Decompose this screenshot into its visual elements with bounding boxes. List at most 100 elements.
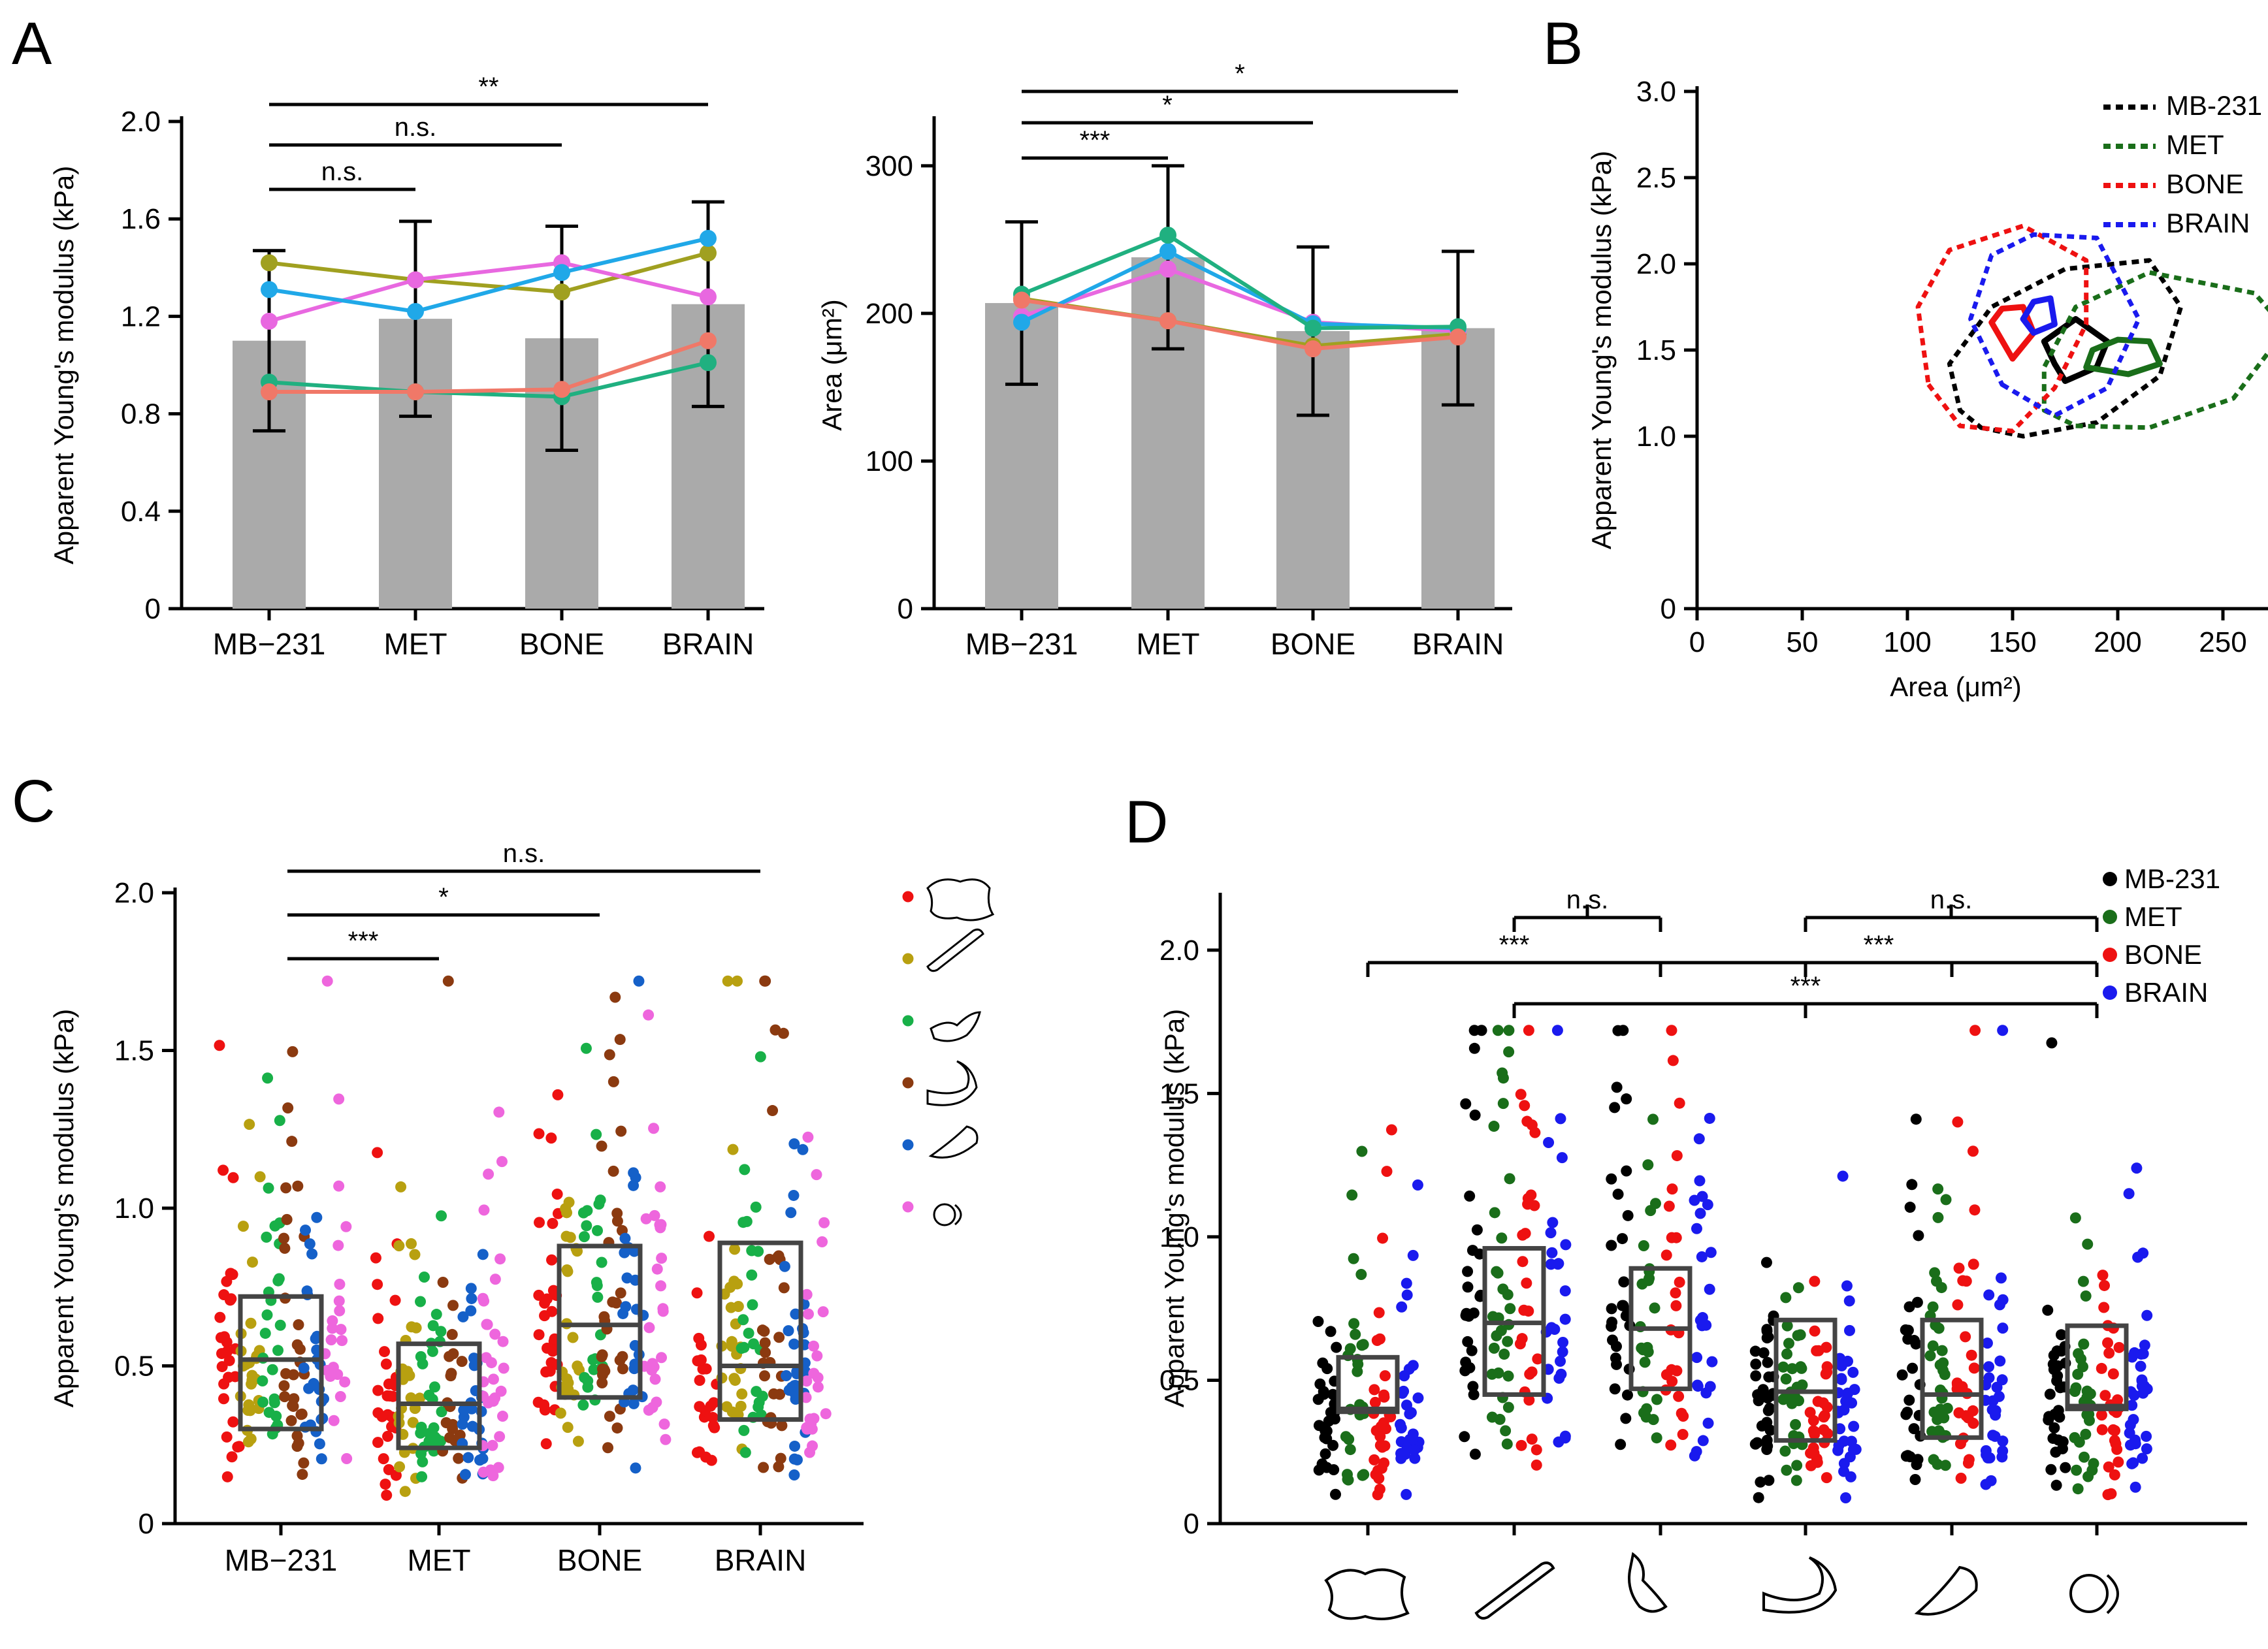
- D-point: [1378, 1417, 1389, 1429]
- C-point: [758, 1462, 770, 1473]
- C-point: [658, 1418, 670, 1430]
- D-point: [1674, 1097, 1685, 1109]
- C-point: [468, 1360, 480, 1371]
- D-point: [1316, 1458, 1328, 1470]
- D-point: [1467, 1381, 1479, 1392]
- A1-series-point-salmon: [261, 383, 278, 401]
- D-point: [1783, 1337, 1794, 1349]
- D-point: [1606, 1173, 1617, 1185]
- D-point: [1926, 1426, 1938, 1437]
- C-point: [418, 1271, 430, 1283]
- C-point: [561, 1264, 573, 1275]
- C-point: [304, 1238, 316, 1250]
- D-point: [1638, 1240, 1649, 1252]
- C-point: [621, 1272, 633, 1284]
- A1-x-tick-label: MB−231: [213, 627, 326, 661]
- D-point: [1461, 1307, 1472, 1319]
- C-shape-legend-dot: [902, 953, 914, 965]
- D-point: [1761, 1325, 1773, 1337]
- C-point: [379, 1346, 391, 1358]
- C-point: [381, 1390, 393, 1401]
- C-point: [617, 1363, 628, 1375]
- A2-series-line-salmon: [1021, 298, 1459, 351]
- C-point: [732, 1278, 743, 1290]
- C-point: [615, 1287, 626, 1299]
- D-point: [1497, 1098, 1509, 1110]
- C-point: [643, 1322, 655, 1334]
- C-point: [657, 1305, 669, 1317]
- C-point: [783, 1325, 794, 1337]
- D-point: [1621, 1165, 1632, 1177]
- C-point: [287, 1046, 299, 1057]
- C-point: [298, 1362, 310, 1374]
- D-y-tick-label: 1.0: [1159, 1221, 1199, 1253]
- A1-significance-label: n.s.: [395, 113, 436, 142]
- A1-series-line-salmon: [269, 338, 709, 394]
- D-point: [1809, 1275, 1821, 1287]
- D-point: [1841, 1394, 1853, 1405]
- C-point: [444, 1432, 456, 1443]
- B-y-axis-label: Apparent Young's modulus (kPa): [1586, 151, 1617, 549]
- D-point: [2113, 1456, 2124, 1468]
- D-point: [1515, 1089, 1527, 1100]
- D-point: [1325, 1326, 1336, 1337]
- D-point: [2056, 1443, 2068, 1454]
- D-point: [1911, 1459, 1922, 1471]
- C-point: [221, 1471, 233, 1482]
- C-point: [775, 1452, 786, 1464]
- A1-series-point-olive: [700, 244, 717, 262]
- D-point: [1556, 1152, 1568, 1164]
- D-point: [1503, 1046, 1515, 1058]
- D-point: [1468, 1389, 1480, 1401]
- C-point: [372, 1313, 384, 1324]
- D-point: [1821, 1472, 1832, 1484]
- C-point: [773, 1332, 785, 1343]
- C-point: [694, 1401, 705, 1413]
- D-point: [2096, 1409, 2107, 1421]
- C-point: [267, 1364, 278, 1375]
- D-point: [1617, 1233, 1628, 1245]
- C-point: [278, 1380, 290, 1392]
- A2-x-tick-label: MET: [1136, 627, 1199, 661]
- D-point: [1325, 1407, 1336, 1418]
- D-point: [1755, 1476, 1766, 1488]
- D-point: [1849, 1384, 1860, 1396]
- D-point: [1606, 1303, 1617, 1315]
- D-point: [1647, 1414, 1659, 1426]
- B-contour-outer-met: [2041, 270, 2268, 430]
- D-point: [1983, 1289, 1995, 1301]
- C-point: [487, 1373, 499, 1385]
- D-point: [2043, 1411, 2055, 1422]
- C-point: [407, 1417, 419, 1428]
- C-significance-label: *: [438, 883, 449, 912]
- C-point: [291, 1339, 303, 1351]
- C-point: [218, 1393, 229, 1405]
- C-point: [495, 1385, 507, 1397]
- C-point: [695, 1354, 707, 1366]
- D-point: [1462, 1336, 1474, 1347]
- D-point: [1696, 1312, 1708, 1324]
- C-point: [812, 1372, 824, 1384]
- D-point: [1807, 1415, 1819, 1426]
- D-point: [1811, 1345, 1822, 1356]
- D-point: [1781, 1348, 1793, 1360]
- D-point: [2078, 1451, 2090, 1463]
- D-point: [1677, 1411, 1689, 1422]
- A2-x-tick-label: MB−231: [965, 627, 1078, 661]
- C-point: [435, 1326, 447, 1337]
- D-legend-label: MET: [2124, 901, 2182, 932]
- C-point: [261, 1309, 273, 1321]
- A1-y-tick-label: 2.0: [121, 106, 161, 138]
- C-point: [707, 1420, 719, 1432]
- C-point: [747, 1299, 758, 1311]
- D-shape-glyph: [1628, 1552, 1668, 1613]
- D-point: [1357, 1339, 1369, 1351]
- C-point: [619, 1232, 631, 1244]
- C-point: [811, 1169, 822, 1181]
- D-point: [1983, 1361, 1995, 1373]
- D-point: [2105, 1488, 2117, 1499]
- C-point: [244, 1119, 255, 1130]
- C-point: [226, 1451, 238, 1463]
- C-point: [746, 1269, 758, 1281]
